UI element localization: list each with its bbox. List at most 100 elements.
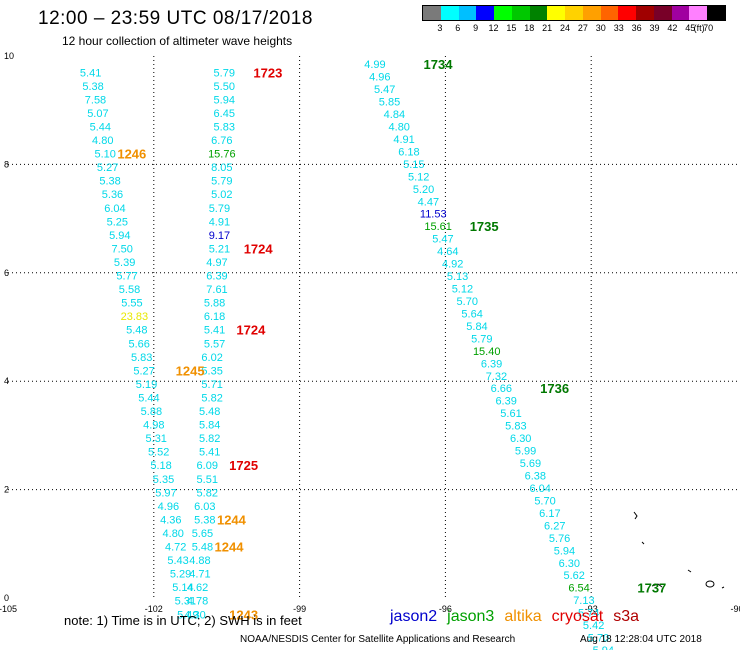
swh-value: 5.74	[578, 608, 599, 620]
swh-value: 5.07	[87, 108, 108, 120]
swh-value: 5.94	[109, 230, 130, 242]
swh-value: 5.82	[197, 487, 218, 499]
x-tick-label: -102	[145, 604, 163, 614]
pass-time-label: 1736	[540, 381, 569, 396]
swh-value: 6.38	[525, 471, 546, 483]
swh-value: 6.39	[206, 271, 227, 283]
colorbar-swatch	[671, 6, 690, 20]
swh-value: 5.27	[97, 162, 118, 174]
swh-value: 5.51	[197, 474, 218, 486]
swh-value: 5.83	[131, 352, 152, 364]
swh-value: 4.72	[165, 542, 186, 554]
swh-value: 5.83	[214, 121, 235, 133]
swh-value: 15.76	[208, 149, 236, 161]
swh-value: 5.85	[379, 97, 400, 109]
swh-value: 4.99	[364, 59, 385, 71]
pass-time-label: 1243	[229, 607, 258, 622]
swh-value: 4.91	[209, 216, 230, 228]
swh-value: 15.61	[424, 221, 452, 233]
swh-value: 6.54	[568, 583, 589, 595]
swh-value: 5.94	[593, 645, 614, 650]
colorbar-swatch	[511, 6, 530, 20]
swh-value: 5.55	[121, 298, 142, 310]
swh-value: 5.84	[466, 321, 487, 333]
swh-value: 5.83	[505, 421, 526, 433]
colorbar-swatch	[547, 6, 566, 20]
colorbar-label: 24	[560, 23, 571, 33]
swh-value: 5.52	[148, 447, 169, 459]
swh-value: 23.83	[121, 311, 149, 323]
swh-value: 5.38	[99, 176, 120, 188]
note-text: note: 1) Time is in UTC; 2) SWH is in fe…	[64, 613, 302, 628]
swh-value: 5.69	[520, 458, 541, 470]
swh-value: 4.47	[418, 196, 439, 208]
swh-value: 5.35	[153, 474, 174, 486]
swh-value: 5.48	[199, 406, 220, 418]
swh-value: 6.18	[398, 146, 419, 158]
swh-value: 5.29	[170, 569, 191, 581]
colorbar-swatch	[653, 6, 672, 20]
swh-value: 6.76	[211, 135, 232, 147]
swh-value: 5.99	[515, 446, 536, 458]
swh-value: 5.02	[211, 189, 232, 201]
swh-value: 6.30	[510, 433, 531, 445]
swh-value: 5.27	[133, 365, 154, 377]
colorbar-label: 6	[455, 23, 461, 33]
y-tick-label: 6	[4, 268, 9, 278]
swh-value: 5.49	[177, 609, 198, 621]
swh-value: 4.91	[393, 134, 414, 146]
swh-value: 5.14	[172, 582, 193, 594]
pass-time-label: 1724	[236, 323, 266, 338]
colorbar-swatch	[689, 6, 708, 20]
swh-value: 4.78	[187, 596, 208, 608]
swh-value: 9.17	[209, 230, 230, 242]
swh-value: 5.41	[204, 325, 225, 337]
swh-value: 5.84	[199, 420, 220, 432]
legend-s3a: s3a	[613, 608, 640, 625]
swh-value: 5.62	[563, 570, 584, 582]
colorbar-label: 42	[667, 23, 678, 33]
swh-value: 5.44	[138, 392, 159, 404]
graticule	[8, 56, 737, 598]
swh-value: 5.44	[90, 121, 111, 133]
footer-credit: NOAA/NESDIS Center for Satellite Applica…	[240, 634, 516, 645]
swh-values: 5.415.387.585.075.444.805.105.275.385.36…	[80, 59, 614, 650]
y-tick-label: 0	[4, 593, 9, 603]
swh-value: 5.19	[136, 379, 157, 391]
x-tick-label: -96	[439, 604, 452, 614]
pass-time-label: 1245	[176, 363, 205, 378]
chart-subtitle: 12 hour collection of altimeter wave hei…	[62, 34, 293, 48]
footer-timestamp: Aug 18 12:28:04 UTC 2018	[580, 634, 702, 645]
coast-island-2	[641, 541, 645, 545]
swh-value: 5.18	[150, 460, 171, 472]
swh-value: 4.92	[442, 259, 463, 271]
x-tick-label: -99	[293, 604, 306, 614]
swh-value: 5.25	[107, 216, 128, 228]
pass-time-label: 1725	[229, 458, 258, 473]
colorbar-swatch	[440, 6, 459, 20]
swh-value: 5.70	[588, 633, 609, 645]
swh-value: 5.42	[583, 620, 604, 632]
swh-value: 6.66	[491, 383, 512, 395]
colorbar-swatch	[600, 6, 619, 20]
swh-value: 8.05	[211, 162, 232, 174]
pass-labels: 1723 1246 1724 1724 1245 1725 1244 1244 1243 1734…	[117, 57, 666, 622]
pass-time-label: 1723	[253, 65, 282, 80]
swh-value: 6.17	[539, 508, 560, 520]
swh-value: 5.15	[403, 159, 424, 171]
swh-value: 5.31	[146, 433, 167, 445]
y-tick-label: 4	[4, 376, 9, 386]
colorbar-label: 45	[685, 23, 696, 33]
colorbar-label: 30	[595, 23, 606, 33]
swh-value: 7.50	[111, 243, 132, 255]
pass-time-label: 1244	[215, 540, 245, 555]
coast-island-4	[687, 569, 692, 573]
swh-value: 5.35	[201, 365, 222, 377]
swh-value: 5.50	[214, 81, 235, 93]
swh-value: 4.96	[369, 72, 390, 84]
coastline	[633, 511, 725, 589]
colorbar-label: 33	[613, 23, 624, 33]
swh-value: 15.40	[473, 346, 501, 358]
swh-value: 6.39	[481, 358, 502, 370]
